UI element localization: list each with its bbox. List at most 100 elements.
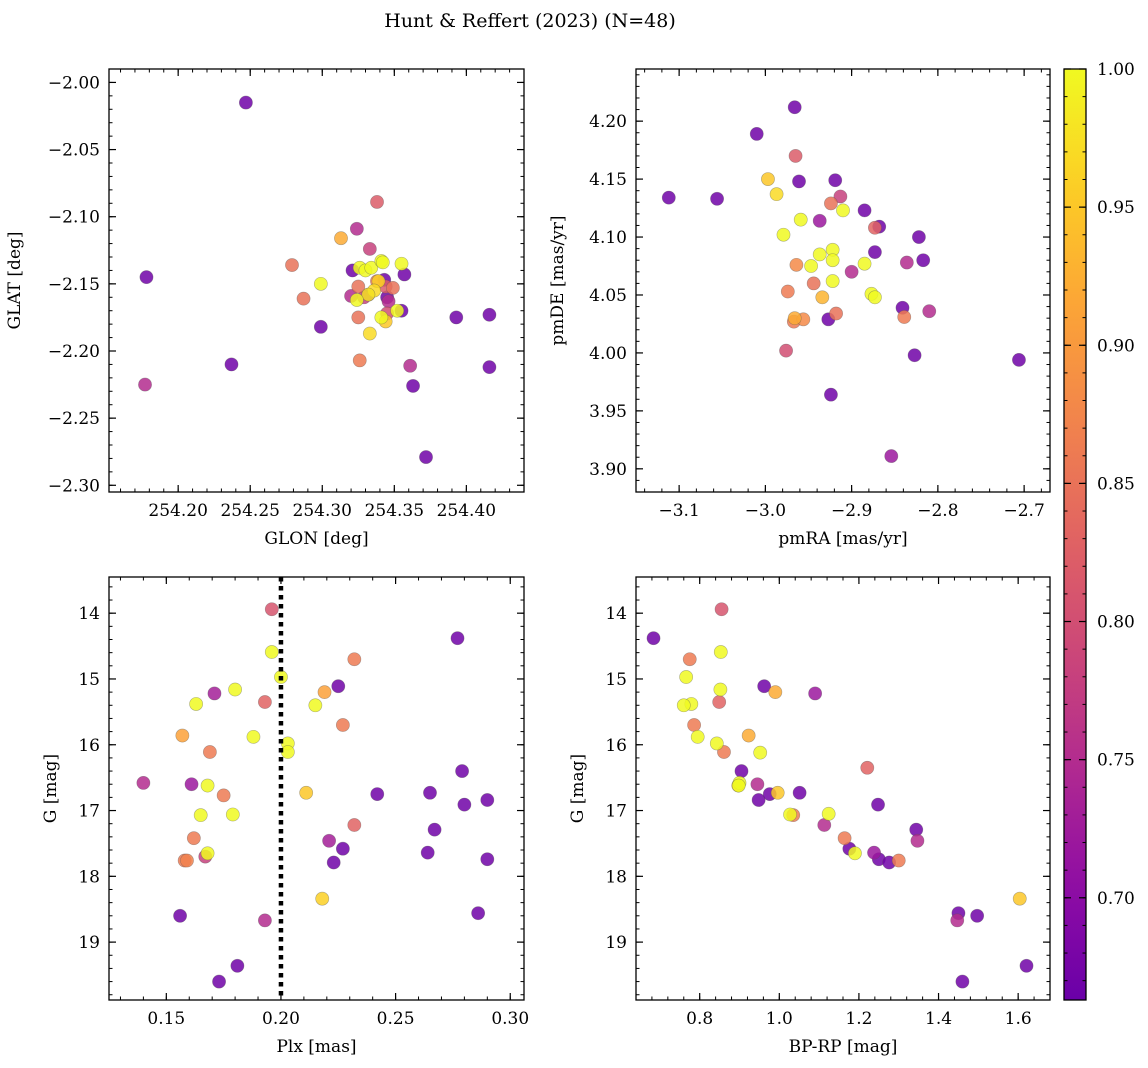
y-tick-label: 16 (605, 736, 627, 756)
scatter-point (751, 793, 766, 807)
scatter-point (334, 231, 348, 246)
scatter-point (349, 221, 364, 236)
scatter-points (138, 95, 497, 464)
scatter-point (258, 913, 272, 928)
scatter-point (315, 891, 330, 906)
x-tick-label: 254.40 (437, 501, 496, 521)
axes-frame (635, 576, 1051, 1001)
colorbar-tick-label: 0.75 (1097, 751, 1135, 771)
scatter-point (212, 974, 226, 989)
y-axis-label: pmDE [mas/yr] (548, 215, 568, 345)
scatter-point (375, 255, 390, 270)
colorbar-tick-label: 0.70 (1097, 889, 1135, 909)
scatter-point (322, 833, 337, 848)
scatter-point (912, 230, 926, 244)
scatter-point (824, 196, 838, 211)
x-tick-label: 254.25 (220, 501, 279, 521)
x-tick-label: −2.7 (1003, 501, 1044, 521)
scatter-point (899, 255, 914, 270)
y-tick-label: 3.90 (589, 460, 627, 480)
scatter-point (362, 242, 377, 256)
y-tick-label: 19 (78, 933, 100, 953)
scatter-point (406, 379, 420, 393)
scatter-point (910, 833, 925, 848)
axes-frame (108, 576, 525, 1001)
scatter-point (180, 853, 194, 868)
scatter-point (884, 449, 899, 463)
scatter-point (731, 778, 746, 793)
scatter-point (749, 126, 764, 141)
scatter-point (769, 187, 784, 202)
scatter-point (857, 256, 872, 271)
scatter-point (844, 264, 859, 279)
x-tick-label: 0.25 (377, 1009, 415, 1029)
scatter-point (821, 806, 836, 821)
scatter-point (789, 257, 804, 272)
scatter-point (202, 745, 217, 759)
scatter-point (950, 913, 965, 928)
scatter-points (661, 100, 1026, 463)
scatter-point (860, 760, 875, 775)
scatter-point (480, 793, 495, 807)
scatter-point (712, 695, 727, 709)
scatter-point (347, 818, 362, 832)
scatter-point (812, 213, 827, 228)
scatter-point (403, 358, 418, 373)
scatter-point (427, 822, 442, 837)
scatter-point (173, 908, 187, 923)
x-axis-label: pmRA [mas/yr] (778, 529, 907, 549)
scatter-point (646, 631, 661, 646)
scatter-point (750, 777, 765, 792)
y-tick-label: 4.15 (589, 170, 627, 190)
panel-2: −3.1 −3.0 −2.9 −2.8 −2.7 3.90 3.95 4.00 4.05 4.10… (548, 68, 1051, 549)
scatter-point (661, 190, 676, 205)
x-tick-label: 254.20 (148, 501, 207, 521)
scatter-point (871, 797, 885, 812)
colorbar-tick-label: 0.85 (1097, 474, 1135, 494)
colorbar-gradient (1064, 69, 1086, 1000)
y-tick-label: 3.95 (589, 402, 627, 422)
scatter-panels: 254.20 254.25 254.30 254.35 254.40 −2.30 −2.25… (5, 68, 1051, 1057)
y-axis-label: G [mag] (41, 754, 61, 823)
scatter-point (364, 260, 379, 275)
scatter-point (713, 645, 728, 659)
x-tick-label: 1.6 (1005, 1009, 1032, 1029)
scatter-point (787, 311, 802, 326)
scatter-point (1012, 352, 1026, 367)
scatter-point (714, 602, 729, 617)
scatter-point (351, 279, 366, 294)
y-tick-label: −2.25 (48, 409, 100, 429)
scatter-point (907, 348, 922, 363)
scatter-points (136, 602, 495, 989)
y-tick-label: 18 (605, 867, 627, 887)
colorbar-frame (1063, 68, 1087, 1001)
scatter-point (200, 778, 215, 793)
y-tick-label: 18 (78, 867, 100, 887)
scatter-point (175, 728, 190, 743)
scatter-point (349, 293, 364, 307)
scatter-point (313, 319, 328, 334)
scatter-point (394, 256, 409, 271)
scatter-point (351, 310, 366, 325)
scatter-point (296, 291, 311, 306)
scatter-point (955, 974, 970, 989)
colorbar-tick-label: 0.80 (1097, 613, 1135, 633)
scatter-point (285, 258, 299, 272)
scatter-point (189, 697, 204, 711)
scatter-point (230, 958, 245, 973)
scatter-point (374, 310, 389, 325)
x-tick-label: 254.30 (293, 501, 352, 521)
scatter-point (238, 95, 253, 110)
y-tick-label: 4.00 (589, 344, 627, 364)
scatter-point (308, 698, 323, 713)
scatter-point (224, 357, 239, 372)
scatter-point (709, 736, 724, 751)
minor-ticks (635, 577, 1051, 1000)
scatter-point (455, 764, 469, 778)
scatter-point (828, 173, 843, 188)
minor-ticks (636, 69, 1050, 493)
panel-1: 254.20 254.25 254.30 254.35 254.40 −2.30 −2.25… (5, 68, 525, 549)
scatter-point (836, 203, 850, 218)
scatter-point (482, 360, 497, 375)
scatter-point (352, 353, 367, 368)
